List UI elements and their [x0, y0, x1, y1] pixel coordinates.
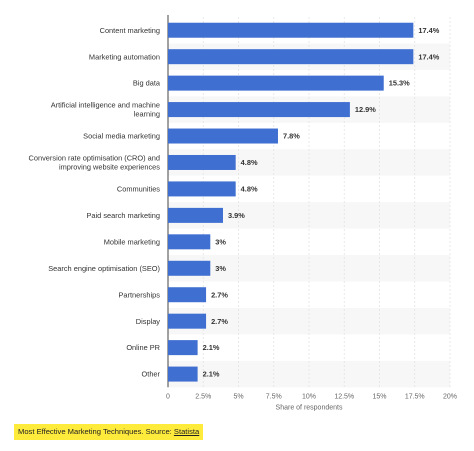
category-label: Mobile marketing — [104, 237, 160, 246]
category-label: Marketing automation — [89, 52, 160, 61]
caption-text: Most Effective Marketing Techniques. Sou… — [18, 427, 174, 436]
bar[interactable] — [168, 22, 414, 38]
x-tick-label: 10% — [302, 393, 316, 400]
bar[interactable] — [168, 75, 384, 91]
value-label: 15.3% — [389, 79, 410, 88]
category-label: improving website experiences — [59, 163, 160, 172]
x-tick-label: 7.5% — [266, 393, 282, 400]
bar[interactable] — [168, 260, 211, 276]
source-link[interactable]: Statista — [173, 427, 200, 436]
value-label: 3% — [215, 237, 226, 246]
value-label: 4.8% — [241, 185, 258, 194]
bar[interactable] — [168, 313, 207, 329]
bar[interactable] — [168, 154, 236, 170]
value-label: 7.8% — [283, 132, 300, 141]
bar[interactable] — [168, 49, 414, 65]
value-label: 2.7% — [211, 290, 228, 299]
category-label: Paid search marketing — [86, 211, 160, 220]
x-tick-label: 20% — [443, 393, 457, 400]
category-label: Artificial intelligence and machine — [51, 101, 160, 110]
value-label: 17.4% — [418, 26, 439, 35]
bar[interactable] — [168, 340, 198, 356]
x-tick-label: 15% — [372, 393, 386, 400]
bar[interactable] — [168, 181, 236, 197]
bar-chart: Content marketing 17.4% Marketing automati… — [29, 15, 457, 411]
bar[interactable] — [168, 287, 207, 303]
x-tick-label: 12.5% — [334, 393, 354, 400]
bar[interactable] — [168, 207, 223, 223]
x-tick-label: 5% — [233, 393, 243, 400]
value-label: 2.1% — [203, 343, 220, 352]
x-tick-label: 17.5% — [405, 393, 425, 400]
category-label: Partnerships — [119, 290, 161, 299]
bar[interactable] — [168, 128, 278, 144]
bar[interactable] — [168, 366, 198, 382]
value-label: 3% — [215, 264, 226, 273]
x-tick-label: 2.5% — [195, 393, 211, 400]
category-label: Conversion rate optimisation (CRO) and — [29, 154, 160, 163]
category-label: Social media marketing — [83, 132, 160, 141]
category-label: Big data — [133, 79, 161, 88]
x-axis-title: Share of respondents — [276, 404, 343, 411]
category-label: learning — [134, 110, 160, 119]
value-label: 4.8% — [241, 158, 258, 167]
bar[interactable] — [168, 234, 211, 250]
value-label: 2.7% — [211, 317, 228, 326]
category-label: Other — [142, 370, 161, 379]
category-label: Content marketing — [100, 26, 160, 35]
chart-caption: Most Effective Marketing Techniques. Sou… — [14, 424, 204, 440]
category-label: Communities — [117, 185, 160, 194]
bar[interactable] — [168, 102, 350, 118]
x-tick-label: 0 — [166, 393, 170, 400]
value-label: 17.4% — [418, 52, 439, 61]
value-label: 2.1% — [203, 370, 220, 379]
category-label: Display — [136, 317, 161, 326]
category-label: Search engine optimisation (SEO) — [48, 264, 160, 273]
chart-area: Content marketing 17.4% Marketing automati… — [29, 15, 457, 411]
value-label: 3.9% — [228, 211, 245, 220]
value-label: 12.9% — [355, 105, 376, 114]
category-label: Online PR — [126, 343, 160, 352]
